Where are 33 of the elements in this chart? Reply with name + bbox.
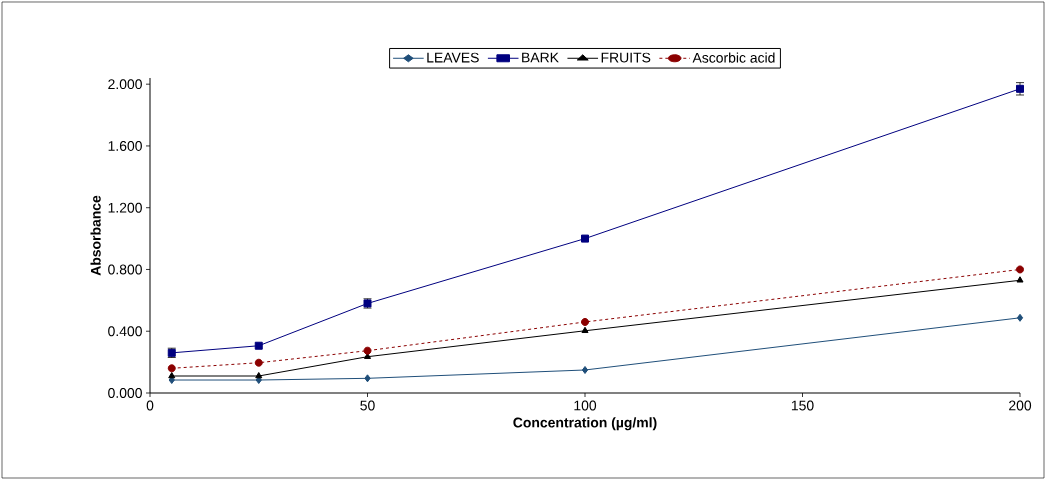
point (167, 364, 176, 373)
y-tick-label: 1.600 (108, 140, 142, 151)
legend-label: LEAVES (427, 52, 479, 63)
point (1016, 265, 1025, 274)
x-tick-label: 150 (791, 400, 814, 411)
legend-label: FRUITS (601, 52, 651, 63)
point (254, 358, 263, 367)
point (581, 365, 589, 374)
point (581, 234, 589, 243)
legend-label: BARK (522, 52, 559, 63)
point (168, 376, 175, 385)
y-tick-label: 2.000 (108, 79, 142, 90)
point (168, 372, 176, 379)
point (255, 372, 263, 379)
x-tick-label: 50 (360, 400, 375, 411)
y-tick-label: 0.800 (108, 264, 142, 275)
point (363, 346, 372, 355)
point (254, 341, 263, 350)
y-axis-title: Absorbance (90, 195, 101, 276)
y-tick-label: 1.200 (108, 202, 142, 213)
point (1016, 313, 1024, 322)
x-axis-title: Concentration (µg/ml) (513, 417, 657, 431)
point (581, 317, 589, 326)
legend-label: Ascorbic acid (692, 52, 775, 63)
point (1016, 276, 1024, 283)
x-tick-label: 0 (146, 400, 154, 411)
point (255, 376, 262, 385)
y-tick-label: 0.400 (108, 326, 142, 337)
point (581, 326, 589, 334)
x-tick-label: 200 (1009, 400, 1032, 411)
y-tick-label: 0.000 (108, 388, 142, 398)
x-tick-label: 100 (574, 400, 597, 411)
point (364, 374, 371, 383)
